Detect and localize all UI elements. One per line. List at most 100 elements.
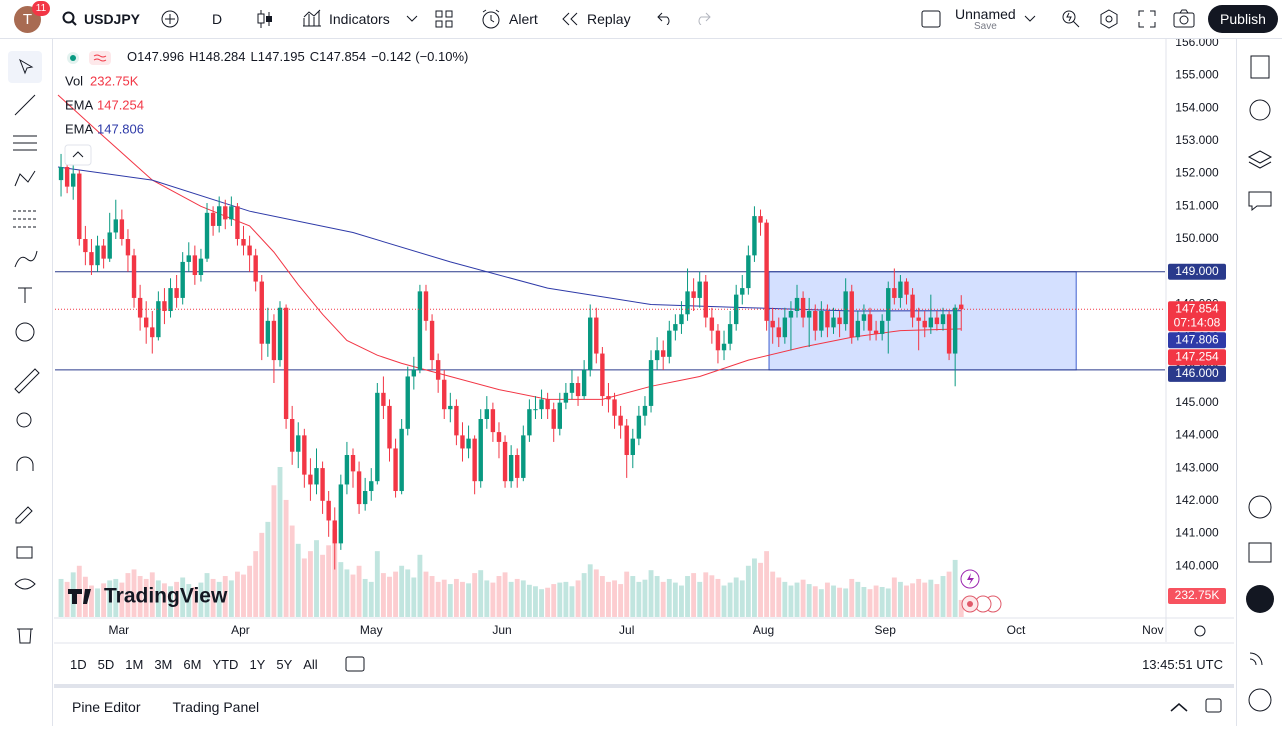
volume-bar — [332, 529, 338, 617]
layout-name[interactable]: Unnamed — [955, 6, 1016, 22]
help-icon[interactable] — [1248, 688, 1272, 712]
cursor-tool[interactable] — [19, 58, 34, 75]
candle-body — [606, 396, 611, 400]
volume-bar — [526, 584, 532, 617]
volume-bar — [897, 581, 903, 617]
brush-tool[interactable] — [14, 250, 38, 268]
magnet-tool[interactable] — [16, 456, 34, 471]
layers-icon[interactable] — [1247, 150, 1273, 169]
visibility-tool[interactable] — [14, 578, 36, 590]
candle-body — [399, 428, 404, 492]
timeframe-button[interactable]: 1Y — [249, 657, 266, 672]
volume-bar — [557, 582, 563, 617]
candle-body — [113, 219, 118, 233]
fullscreen-icon[interactable] — [1138, 10, 1156, 28]
y-tick-label: 140.000 — [1175, 558, 1219, 572]
indicators-icon[interactable] — [302, 8, 322, 28]
add-symbol-icon[interactable] — [160, 9, 180, 29]
dropdown-icon[interactable] — [406, 15, 418, 23]
interval[interactable]: D — [212, 11, 223, 27]
pattern-tool[interactable] — [14, 170, 36, 187]
volume-bar — [855, 581, 861, 617]
replay-icon[interactable] — [561, 12, 579, 26]
collapse-button[interactable] — [64, 144, 92, 166]
volume-bar — [849, 578, 855, 617]
layout-checkbox[interactable] — [921, 10, 941, 28]
candle-body — [344, 455, 350, 485]
candle-body — [959, 304, 964, 310]
settings-icon[interactable] — [1194, 625, 1206, 637]
text-tool[interactable] — [18, 287, 32, 303]
date-range-icon[interactable] — [345, 656, 365, 672]
settings-icon[interactable] — [1098, 8, 1120, 30]
panel-tab[interactable]: Trading Panel — [172, 699, 260, 715]
volume-bar — [575, 580, 581, 617]
publish-button[interactable]: Publish — [1208, 5, 1278, 33]
replay-button[interactable]: Replay — [587, 11, 631, 27]
zoom-tool[interactable] — [16, 412, 32, 428]
symbol[interactable]: USDJPY — [84, 11, 141, 27]
candle-body — [758, 216, 763, 223]
candle-body — [417, 291, 423, 370]
timeframe-button[interactable]: 1M — [125, 657, 144, 672]
volume-bar — [891, 577, 897, 617]
trendline-tool[interactable] — [14, 94, 36, 116]
timeframe-button[interactable]: 5Y — [276, 657, 293, 672]
lock-drawings-tool[interactable] — [15, 506, 33, 524]
fib-tool[interactable] — [13, 135, 37, 151]
candle-body — [375, 392, 380, 482]
timeframe-button[interactable]: 5D — [97, 657, 115, 672]
timeframe-button[interactable]: YTD — [212, 657, 239, 672]
apps-icon[interactable] — [1246, 585, 1274, 613]
candle-body — [180, 261, 185, 298]
feed-icon[interactable] — [1249, 652, 1263, 666]
ema-legend-name: EMA — [65, 121, 94, 136]
delete-tool[interactable] — [17, 628, 33, 644]
collapse-panel-icon[interactable] — [1170, 703, 1188, 712]
timeframe-button[interactable]: 6M — [183, 657, 202, 672]
candle-body — [527, 409, 532, 436]
candle-body — [387, 405, 392, 449]
redo-icon[interactable] — [695, 11, 711, 25]
ruler-tool[interactable] — [14, 368, 40, 394]
timeframe-button[interactable]: 3M — [154, 657, 173, 672]
layouts-icon[interactable] — [435, 10, 453, 28]
alert-icon[interactable] — [480, 8, 502, 30]
target-icon[interactable] — [1248, 495, 1272, 519]
chart-type-icon[interactable] — [256, 9, 274, 29]
candle-body — [259, 281, 264, 344]
panel-tab[interactable]: Pine Editor — [72, 699, 141, 715]
candle-body — [101, 245, 106, 259]
forecast-tool[interactable] — [13, 210, 37, 228]
candle-body — [125, 239, 131, 256]
save-label[interactable]: Save — [974, 21, 997, 32]
screenshot-icon[interactable] — [1173, 9, 1195, 29]
candle-body — [794, 297, 800, 312]
volume-bar — [508, 581, 514, 617]
watchlist-icon[interactable] — [1250, 55, 1270, 79]
search-icon[interactable] — [62, 11, 78, 27]
volume-bar — [502, 572, 508, 617]
alert-button[interactable]: Alert — [509, 11, 538, 27]
alerts-icon[interactable] — [1249, 99, 1271, 121]
emoji-tool[interactable] — [15, 322, 35, 342]
volume-bar — [417, 554, 423, 617]
volume-bar — [89, 585, 94, 617]
indicators-button[interactable]: Indicators — [329, 11, 390, 27]
calendar-icon[interactable] — [1248, 542, 1272, 563]
candle-body — [162, 301, 167, 312]
candle-body — [143, 317, 149, 328]
lock-tool[interactable] — [16, 546, 33, 559]
dropdown-icon[interactable] — [1024, 15, 1036, 23]
maximize-panel-icon[interactable] — [1205, 698, 1222, 713]
candle-body — [588, 317, 593, 370]
candle-body — [515, 455, 520, 478]
quick-search-icon[interactable] — [1060, 8, 1082, 30]
chat-icon[interactable] — [1248, 191, 1272, 212]
timeframe-button[interactable]: 1D — [70, 657, 87, 672]
candle-body — [679, 314, 684, 325]
undo-icon[interactable] — [657, 11, 673, 25]
timeframe-button[interactable]: All — [303, 657, 318, 672]
candle-body — [326, 500, 331, 521]
volume-bar — [447, 584, 453, 617]
